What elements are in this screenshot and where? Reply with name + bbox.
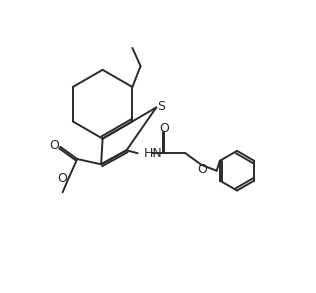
Text: S: S	[158, 100, 166, 113]
Text: O: O	[160, 122, 169, 134]
Text: O: O	[198, 163, 208, 176]
Text: O: O	[49, 139, 59, 152]
Text: O: O	[58, 172, 68, 185]
Text: HN: HN	[144, 147, 163, 160]
